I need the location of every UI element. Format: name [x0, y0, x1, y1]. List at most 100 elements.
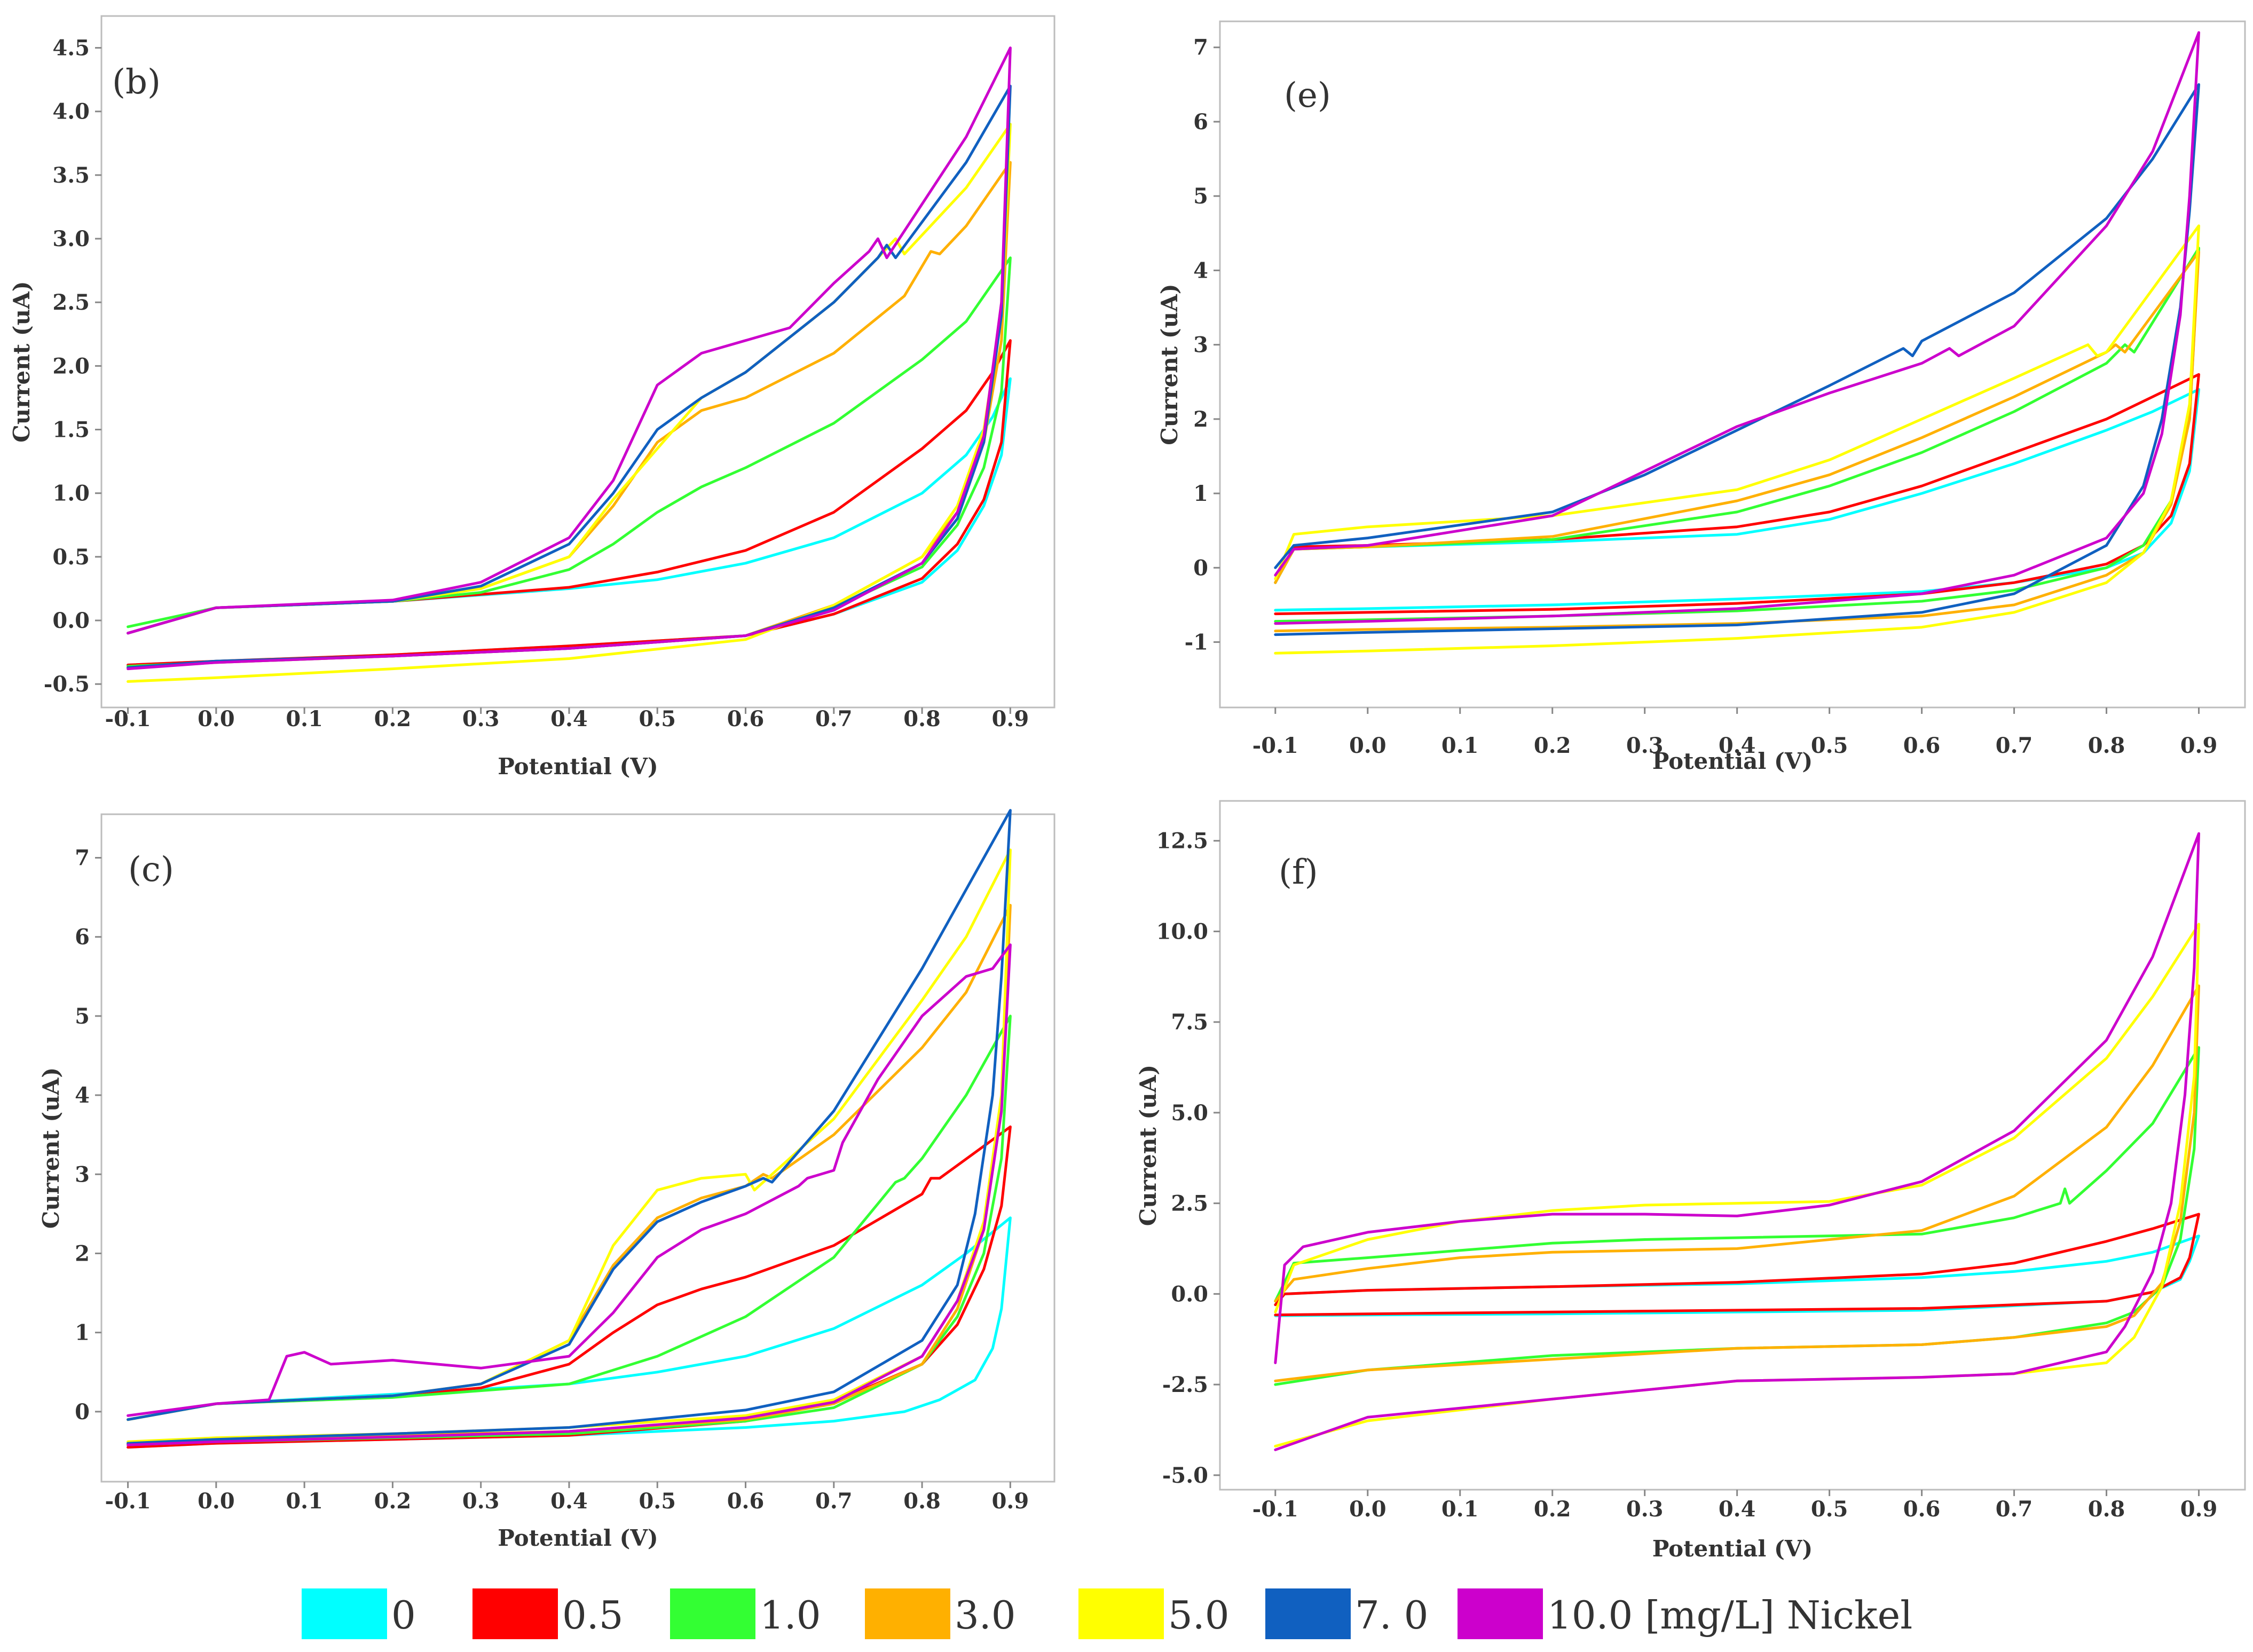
y-axis-title: Current (uA) [9, 281, 35, 442]
series-line-0 [1274, 388, 2200, 612]
x-tick-label: 0.3 [1626, 733, 1664, 758]
x-tick-label: 0.2 [374, 1489, 412, 1514]
panel-c: -0.1 0.0 0.1 0.2 0.3 0.4 0.5 0.6 0.7 0.8 0.9 0 1 2 3 4 5… [38, 809, 1055, 1551]
x-tick-label: 0.4 [1719, 733, 1756, 758]
y-tick-label: -0.5 [44, 672, 90, 697]
x-tick-label: 0.7 [1996, 733, 2033, 758]
legend-swatch [865, 1588, 950, 1639]
legend-label: 10.0 [mg/L] Nickel [1547, 1593, 1912, 1638]
y-tick-label: 2.5 [1171, 1191, 1208, 1216]
x-axis-title: Potential (V) [498, 1525, 658, 1551]
y-tick-label: 4.0 [52, 99, 90, 124]
x-tick-label: 0.6 [1903, 733, 1941, 758]
y-tick-label: 0.5 [52, 545, 90, 570]
y-axis-title: Current (uA) [1135, 1065, 1161, 1226]
x-tick-label: 0.4 [550, 706, 588, 731]
series-line-0-5 [1274, 1213, 2200, 1317]
x-tick-label: 0.6 [727, 1489, 765, 1514]
y-tick-label: 10.0 [1156, 919, 1208, 944]
x-tick-label: 0.2 [1534, 733, 1571, 758]
series-line-7-0 [1274, 83, 2200, 636]
legend-swatch [1265, 1588, 1351, 1639]
y-tick-label: 4.5 [52, 36, 90, 61]
legend-swatch [1078, 1588, 1164, 1639]
series-line-5-0 [127, 123, 1012, 683]
x-tick-label: 0.2 [374, 706, 412, 731]
legend-swatch [472, 1588, 558, 1639]
y-tick-label: 12.5 [1156, 829, 1208, 854]
x-tick-label: 0.7 [1996, 1497, 2033, 1522]
legend-label: 1.0 [760, 1593, 821, 1638]
legend-label: 5.0 [1168, 1593, 1230, 1638]
series-line-10-0-mg-L-Nickel [1274, 832, 2200, 1451]
y-tick-label: 7 [1193, 35, 1208, 60]
y-tick-label: 0.0 [52, 608, 90, 633]
plot-frame [1219, 800, 2246, 1491]
x-tick-label: 0.0 [1349, 733, 1387, 758]
y-tick-label: 2.0 [52, 353, 90, 379]
x-axis-title: Potential (V) [1652, 748, 1813, 774]
x-tick-label: 0.5 [639, 1489, 676, 1514]
y-axis-title: Current (uA) [1156, 284, 1183, 445]
x-tick-label: 0.9 [2180, 733, 2218, 758]
panel-label: (c) [128, 850, 174, 890]
y-tick-label: 1.0 [52, 481, 90, 506]
panel-b: -0.1 0.0 0.1 0.2 0.3 0.4 0.5 0.6 0.7 0.8 0.9 -0.5 0.… [9, 15, 1055, 780]
x-axis-title: Potential (V) [1652, 1536, 1813, 1562]
series-line-1-0 [127, 1014, 1012, 1446]
y-tick-label: 3.5 [52, 163, 90, 188]
y-tick-label: 6 [75, 925, 90, 950]
x-tick-label: 0.8 [2088, 733, 2125, 758]
x-tick-label: 0.9 [992, 706, 1029, 731]
y-tick-label: 1.5 [52, 418, 90, 443]
y-tick-label: 5 [1193, 184, 1208, 209]
y-tick-label: 3 [75, 1162, 90, 1187]
y-tick-label: 1 [75, 1320, 90, 1346]
y-tick-label: 4 [1193, 258, 1208, 283]
x-tick-label: 0.3 [462, 706, 500, 731]
series-line-0-5 [127, 339, 1012, 666]
x-tick-label: -0.1 [1252, 1497, 1298, 1522]
series-line-10-0-mg-L-Nickel [127, 46, 1012, 671]
x-tick-label: 0.7 [815, 706, 853, 731]
y-tick-label: 3 [1193, 333, 1208, 358]
x-tick-label: 0.0 [1349, 1497, 1387, 1522]
y-tick-label: -1 [1185, 630, 1208, 655]
panel-f: -0.1 0.0 0.1 0.2 0.3 0.4 0.5 0.6 0.7 0.8 0.9 -5.0 -2… [1135, 800, 2246, 1562]
y-tick-label: -2.5 [1162, 1372, 1208, 1397]
y-tick-label: 6 [1193, 109, 1208, 135]
x-tick-label: 0.6 [1903, 1497, 1941, 1522]
legend-label: 7. 0 [1355, 1593, 1428, 1638]
x-tick-label: 0.5 [1811, 1497, 1848, 1522]
x-tick-label: 0.8 [903, 706, 941, 731]
y-tick-label: 5 [75, 1004, 90, 1029]
y-tick-label: -5.0 [1162, 1463, 1208, 1488]
legend-swatch [302, 1588, 387, 1639]
legend: 0 0.5 1.0 3.0 5.0 7. 0 10.0 [mg/L] Nickel [302, 1588, 1912, 1639]
panel-label: (b) [112, 62, 161, 102]
y-tick-label: 7 [75, 846, 90, 871]
y-axis-title: Current (uA) [38, 1067, 64, 1229]
series-line-10-0-mg-L-Nickel [127, 943, 1012, 1446]
x-tick-label: 0.8 [2088, 1497, 2125, 1522]
y-tick-label: 2 [75, 1241, 90, 1266]
series-line-5-0 [127, 848, 1012, 1443]
x-tick-label: 0.4 [550, 1489, 588, 1514]
x-tick-label: 0.2 [1534, 1497, 1571, 1522]
y-tick-label: 2 [1193, 407, 1208, 432]
x-tick-label: -0.1 [105, 706, 151, 731]
x-tick-label: 0.7 [815, 1489, 853, 1514]
x-tick-label: 0.5 [639, 706, 676, 731]
x-tick-label: 0.4 [1719, 1497, 1756, 1522]
legend-label: 0 [391, 1593, 416, 1638]
y-tick-label: 1 [1193, 481, 1208, 506]
x-tick-label: 0.0 [198, 1489, 235, 1514]
x-tick-label: 0.3 [462, 1489, 500, 1514]
series-line-3-0 [1274, 984, 2200, 1382]
x-tick-label: 0.8 [903, 1489, 941, 1514]
legend-swatch [670, 1588, 755, 1639]
x-tick-label: 0.1 [1441, 1497, 1479, 1522]
x-tick-label: 0.1 [286, 1489, 323, 1514]
panel-label: (f) [1279, 853, 1318, 892]
